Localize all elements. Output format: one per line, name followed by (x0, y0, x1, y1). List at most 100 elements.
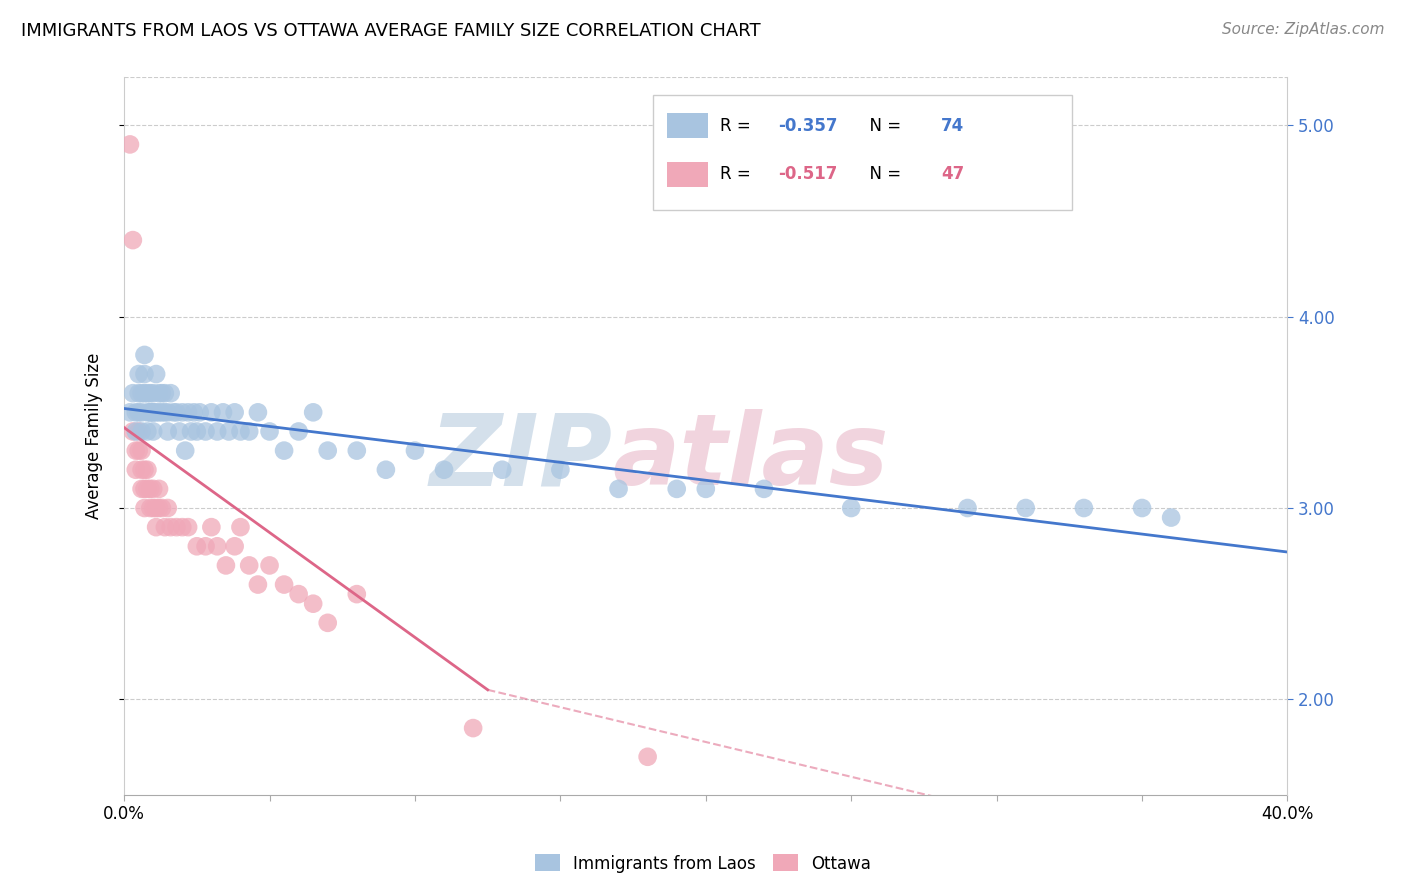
Text: 74: 74 (941, 117, 965, 135)
Point (259, 558, 281, 573)
Point (136, 386, 159, 401)
Point (194, 539, 217, 553)
Point (118, 137, 141, 152)
Point (150, 405, 173, 419)
Point (637, 749, 659, 764)
Point (1130, 501, 1153, 516)
Point (139, 501, 162, 516)
Point (142, 501, 165, 516)
Point (229, 520, 252, 534)
FancyBboxPatch shape (668, 113, 709, 138)
Point (131, 386, 153, 401)
Point (136, 405, 159, 419)
Point (134, 501, 156, 516)
Point (166, 520, 188, 534)
Point (186, 425, 208, 439)
Point (238, 558, 260, 573)
Point (695, 482, 717, 496)
Point (136, 425, 159, 439)
Point (346, 443, 368, 458)
Point (491, 463, 513, 477)
Point (169, 425, 191, 439)
Text: IMMIGRANTS FROM LAOS VS OTTAWA AVERAGE FAMILY SIZE CORRELATION CHART: IMMIGRANTS FROM LAOS VS OTTAWA AVERAGE F… (21, 22, 761, 40)
Point (134, 348, 156, 362)
Point (128, 386, 150, 401)
Point (150, 501, 173, 516)
Point (374, 463, 396, 477)
Point (665, 482, 688, 496)
Point (128, 425, 150, 439)
Point (177, 405, 200, 419)
Text: -0.357: -0.357 (778, 117, 838, 135)
Point (153, 386, 176, 401)
Point (136, 463, 159, 477)
Point (433, 463, 456, 477)
Point (183, 405, 205, 419)
Point (273, 577, 295, 591)
Point (186, 539, 208, 553)
Point (121, 386, 143, 401)
Point (463, 721, 485, 735)
Point (136, 482, 159, 496)
Point (229, 425, 252, 439)
Point (287, 425, 309, 439)
Point (125, 443, 148, 458)
Text: ZIP: ZIP (430, 409, 613, 507)
Point (139, 405, 162, 419)
Point (134, 386, 156, 401)
Point (1015, 501, 1038, 516)
Point (148, 482, 170, 496)
Point (162, 405, 184, 419)
Point (134, 463, 156, 477)
Point (148, 405, 170, 419)
Point (238, 425, 260, 439)
Text: 47: 47 (941, 165, 965, 184)
Y-axis label: Average Family Size: Average Family Size (86, 353, 103, 519)
Point (131, 405, 153, 419)
Point (302, 405, 325, 419)
Point (131, 443, 153, 458)
Point (287, 587, 309, 601)
Point (159, 520, 181, 534)
Point (839, 501, 862, 516)
Legend: Immigrants from Laos, Ottawa: Immigrants from Laos, Ottawa (529, 847, 877, 880)
Point (156, 501, 179, 516)
Point (134, 367, 156, 381)
Point (125, 463, 148, 477)
Point (956, 501, 979, 516)
Point (166, 405, 188, 419)
Text: -0.517: -0.517 (778, 165, 838, 184)
Text: N =: N = (859, 117, 907, 135)
Point (212, 405, 235, 419)
Point (246, 577, 269, 591)
Point (224, 539, 246, 553)
Point (128, 367, 150, 381)
Point (142, 482, 165, 496)
Text: N =: N = (859, 165, 907, 184)
FancyBboxPatch shape (654, 95, 1073, 211)
Text: R =: R = (720, 117, 756, 135)
Point (180, 425, 202, 439)
Point (153, 405, 176, 419)
Point (128, 405, 150, 419)
Point (145, 405, 167, 419)
Point (142, 425, 165, 439)
Point (172, 520, 194, 534)
Point (142, 405, 165, 419)
Point (139, 405, 162, 419)
Point (316, 615, 339, 630)
Point (145, 367, 167, 381)
Point (205, 539, 228, 553)
Text: R =: R = (720, 165, 756, 184)
Point (139, 482, 162, 496)
Point (172, 405, 194, 419)
Point (200, 405, 222, 419)
Point (259, 425, 281, 439)
Text: atlas: atlas (613, 409, 889, 507)
Point (153, 520, 176, 534)
Point (156, 425, 179, 439)
Point (159, 386, 181, 401)
Point (346, 587, 368, 601)
Point (148, 501, 170, 516)
Point (404, 443, 426, 458)
